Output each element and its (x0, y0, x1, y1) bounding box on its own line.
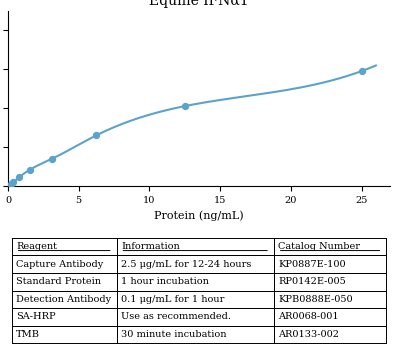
Text: 30 minute incubation: 30 minute incubation (121, 330, 226, 339)
Text: Information: Information (121, 242, 180, 251)
Text: TMB: TMB (16, 330, 40, 339)
Text: Capture Antibody: Capture Antibody (16, 260, 103, 269)
Text: Standard Protein: Standard Protein (16, 277, 101, 286)
Title: Equine IFNα1: Equine IFNα1 (149, 0, 249, 8)
X-axis label: Protein (ng/mL): Protein (ng/mL) (154, 210, 244, 221)
Point (181, 103, 188, 109)
Text: AR0068-001: AR0068-001 (278, 312, 339, 321)
Text: AR0133-002: AR0133-002 (278, 330, 339, 339)
Text: Reagent: Reagent (16, 242, 57, 251)
Text: Catalog Number: Catalog Number (278, 242, 360, 251)
Point (10, 179, 17, 185)
Text: KP0887E-100: KP0887E-100 (278, 260, 346, 269)
Point (49, 156, 55, 162)
Text: 1 hour incubation: 1 hour incubation (121, 277, 209, 286)
Text: Use as recommended.: Use as recommended. (121, 312, 231, 321)
Point (27, 167, 33, 172)
Text: Detection Antibody: Detection Antibody (16, 295, 111, 304)
Text: KPB0888E-050: KPB0888E-050 (278, 295, 353, 304)
Point (8, 181, 14, 187)
Text: SA-HRP: SA-HRP (16, 312, 56, 321)
Text: RP0142E-005: RP0142E-005 (278, 277, 346, 286)
Text: 0.1 μg/mL for 1 hour: 0.1 μg/mL for 1 hour (121, 295, 224, 304)
Text: 2.5 μg/mL for 12-24 hours: 2.5 μg/mL for 12-24 hours (121, 260, 252, 269)
Point (16, 174, 22, 180)
Point (359, 68, 365, 74)
Point (93, 132, 100, 138)
